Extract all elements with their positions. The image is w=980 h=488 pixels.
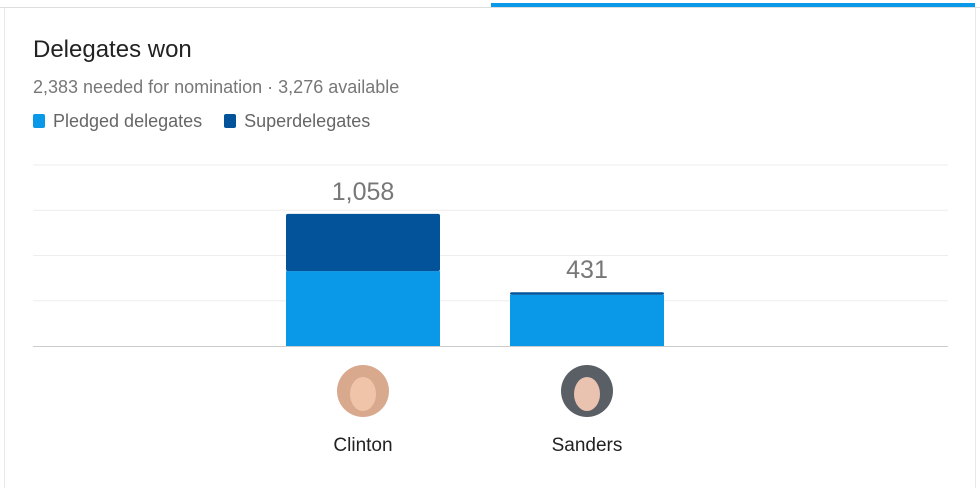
candidate-name-clinton: Clinton bbox=[333, 435, 392, 456]
chart-subtitle: 2,383 needed for nomination · 3,276 avai… bbox=[33, 77, 400, 97]
candidate-name-sanders: Sanders bbox=[552, 435, 623, 456]
legend-item-super: Superdelegates bbox=[224, 111, 370, 132]
chart-title: Delegates won bbox=[33, 36, 192, 63]
legend-label: Superdelegates bbox=[244, 111, 371, 131]
sanders-avatar bbox=[561, 365, 613, 417]
top-divider bbox=[0, 7, 980, 8]
bar-super-sanders bbox=[510, 292, 664, 295]
total-label-clinton: 1,058 bbox=[332, 178, 395, 206]
bar-pledged-clinton bbox=[286, 271, 440, 346]
legend: Pledged delegates Superdelegates bbox=[33, 111, 370, 132]
active-tab-indicator bbox=[491, 3, 975, 7]
super-swatch bbox=[224, 114, 237, 128]
legend-item-pledged: Pledged delegates bbox=[33, 111, 202, 132]
bar-pledged-sanders bbox=[510, 294, 664, 346]
clinton-avatar bbox=[337, 365, 389, 417]
pledged-swatch bbox=[33, 114, 45, 128]
legend-label: Pledged delegates bbox=[53, 111, 203, 131]
total-label-sanders: 431 bbox=[566, 256, 608, 284]
bar-super-clinton bbox=[286, 213, 440, 272]
delegates-card bbox=[4, 8, 976, 488]
